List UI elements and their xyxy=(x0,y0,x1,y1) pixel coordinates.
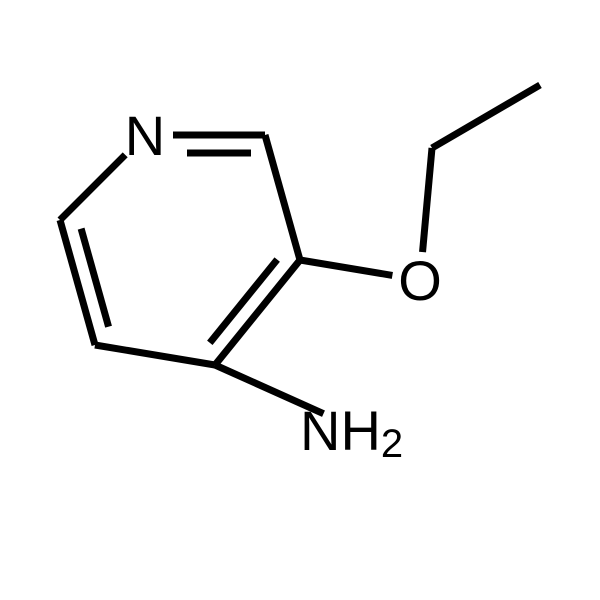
atom-label-N_ring: N xyxy=(125,104,165,167)
atom-label-O: O xyxy=(398,249,442,312)
molecule-diagram: N O NH2 xyxy=(0,0,600,600)
atom-label-N_amine: NH2 xyxy=(300,399,403,467)
